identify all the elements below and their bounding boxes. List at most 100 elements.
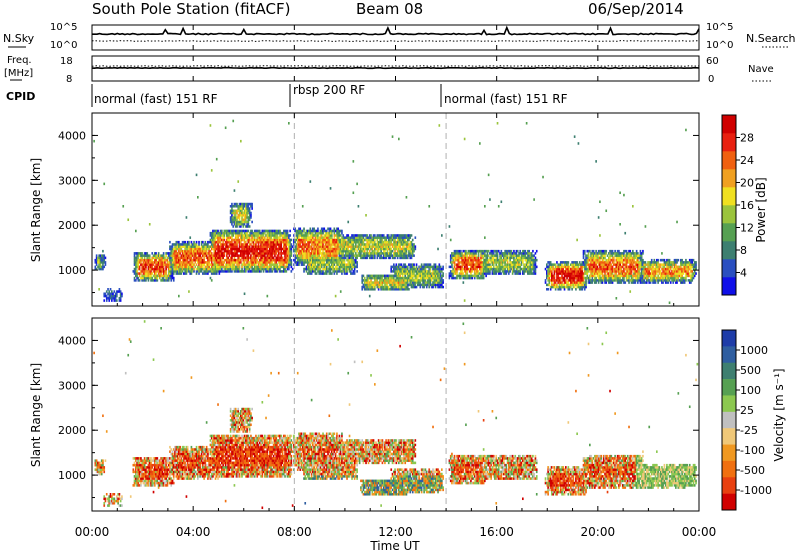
echo-cell	[432, 270, 434, 273]
echo-cell	[176, 265, 179, 269]
echo-cell	[246, 205, 248, 208]
echo-cell	[247, 256, 250, 260]
echo-cell	[232, 254, 235, 257]
echo-cell	[551, 267, 553, 271]
echo-cell	[449, 274, 452, 278]
echo-cell	[170, 270, 173, 273]
echo-cell	[463, 249, 466, 253]
echo-cell	[343, 272, 346, 275]
echo-cell	[108, 294, 111, 298]
echo-cell	[240, 211, 242, 215]
echo-cell	[570, 281, 572, 284]
echo-cell	[298, 227, 300, 231]
echo-cell	[377, 243, 380, 246]
echo-cell	[215, 245, 218, 248]
echo-cell	[404, 254, 407, 257]
echo-cell	[452, 276, 455, 280]
echo-cell	[136, 276, 138, 280]
echo-cell	[523, 256, 525, 260]
echo-cell	[395, 240, 398, 244]
echo-cell	[337, 267, 339, 271]
echo-cell	[228, 231, 231, 235]
echo-cell	[525, 267, 528, 271]
echo-cell	[194, 243, 197, 246]
echo-cell	[465, 252, 467, 255]
echo-cell	[346, 270, 348, 273]
echo-cell	[558, 263, 561, 266]
echo-cell	[341, 240, 343, 244]
echo-cell	[267, 245, 270, 248]
echo-cell	[242, 234, 245, 237]
echo-cell	[170, 267, 173, 271]
echo-cell	[565, 274, 567, 278]
echo-cell	[355, 261, 357, 264]
echo-cell	[288, 245, 290, 248]
echo-cell	[456, 254, 458, 257]
echo-cell	[454, 249, 457, 253]
echo-cell	[482, 267, 485, 271]
echo-cell	[236, 223, 238, 226]
echo-cell	[141, 256, 143, 260]
echo-cell	[344, 256, 347, 260]
echo-cell	[264, 258, 266, 262]
echo-cell	[210, 252, 213, 255]
echo-cell	[461, 254, 463, 257]
echo-cell	[255, 263, 257, 266]
echo-cell	[265, 270, 267, 273]
echo-cell	[228, 254, 231, 257]
echo-cell	[347, 261, 350, 264]
echo-cell	[279, 238, 281, 242]
echo-cell	[406, 285, 409, 289]
echo-cell	[266, 231, 269, 235]
echo-cell	[270, 265, 272, 269]
echo-cell	[491, 270, 494, 273]
echo-cell	[394, 256, 396, 260]
echo-cell	[223, 265, 226, 269]
echo-cell	[253, 267, 256, 271]
echo-cell	[301, 243, 304, 246]
echo-cell	[332, 270, 334, 273]
echo-cell	[315, 238, 318, 242]
echo-cell	[400, 238, 403, 242]
echo-cell	[262, 229, 265, 233]
echo-cell	[152, 256, 155, 260]
echo-cell	[355, 240, 357, 244]
echo-cell	[283, 236, 285, 239]
echo-cell	[135, 267, 137, 271]
echo-cell	[172, 249, 175, 253]
echo-cell	[347, 243, 350, 246]
echo-cell	[143, 279, 146, 282]
echo-cell	[395, 263, 398, 266]
echo-cell	[391, 135, 394, 138]
echo-cell	[143, 258, 146, 262]
echo-cell	[219, 263, 222, 266]
echo-cell	[275, 258, 278, 262]
echo-cell	[242, 207, 245, 210]
echo-cell	[495, 272, 498, 275]
echo-cell	[247, 218, 250, 222]
echo-cell	[323, 263, 326, 266]
echo-cell	[337, 247, 339, 251]
echo-cell	[303, 236, 305, 239]
echo-cell	[178, 249, 180, 253]
echo-cell	[141, 265, 143, 269]
echo-cell	[400, 256, 403, 260]
echo-cell	[427, 276, 429, 280]
echo-cell	[227, 256, 229, 260]
echo-cell	[218, 265, 221, 269]
echo-cell	[410, 267, 413, 271]
echo-cell	[420, 263, 423, 266]
echo-cell	[157, 254, 160, 257]
echo-cell	[360, 254, 362, 257]
echo-cell	[481, 252, 484, 255]
echo-cell	[570, 285, 572, 289]
echo-cell	[394, 285, 396, 289]
echo-cell	[466, 267, 468, 271]
echo-cell	[301, 256, 304, 260]
echo-cell	[496, 122, 499, 125]
echo-cell	[319, 270, 322, 273]
echo-cell	[503, 258, 505, 262]
echo-cell	[324, 229, 327, 233]
echo-cell	[562, 265, 565, 269]
echo-cell	[347, 234, 350, 237]
